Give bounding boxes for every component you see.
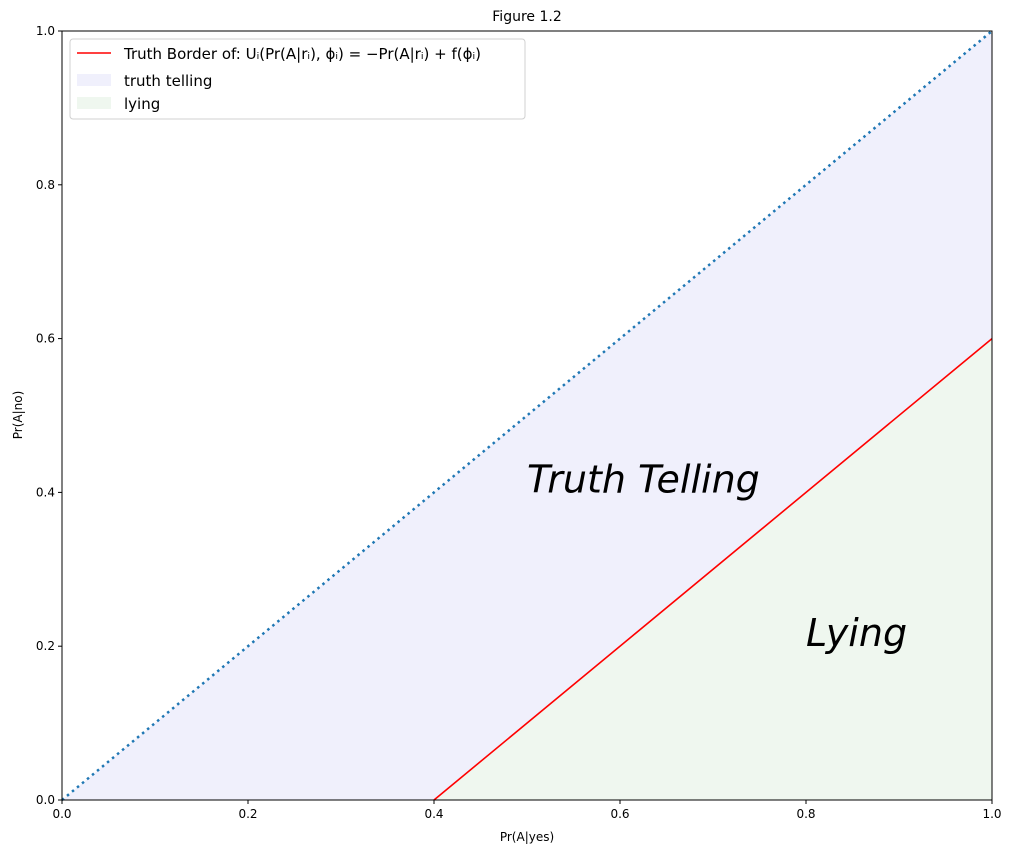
legend-label-truth-border: Truth Border of: Uᵢ(Pr(A|rᵢ), ϕᵢ) = −Pr(…: [123, 45, 481, 63]
y-tick-label: 0.2: [36, 639, 55, 653]
x-axis-label: Pr(A|yes): [500, 830, 554, 844]
chart-title: Figure 1.2: [492, 9, 561, 25]
fill-layer: [62, 31, 992, 800]
y-tick-label: 0.0: [36, 793, 55, 807]
x-tick-label: 0.0: [52, 807, 71, 821]
x-tick-label: 0.4: [424, 807, 443, 821]
line-layer: [61, 30, 993, 801]
tick-layer: 0.0 0.2 0.4 0.6 0.8 1.0 0.0 0.2 0.4 0.6 0.8 1.0: [36, 24, 1002, 821]
x-tick-label: 0.6: [610, 807, 629, 821]
plot-frame: [61, 30, 993, 801]
x-tick-label: 0.2: [238, 807, 257, 821]
legend: Truth Border of: Uᵢ(Pr(A|rᵢ), ϕᵢ) = −Pr(…: [69, 38, 526, 120]
annotation-truth-telling: Truth Telling: [527, 457, 760, 501]
annotation-lying: Lying: [806, 611, 907, 655]
legend-label-truth-telling: truth telling: [124, 72, 212, 90]
legend-label-lying: lying: [124, 95, 160, 113]
annotation-layer: Truth Telling Lying: [527, 457, 907, 655]
x-tick-label: 1.0: [982, 807, 1001, 821]
x-tick-label: 0.8: [796, 807, 815, 821]
legend-frame: [69, 38, 526, 120]
y-tick-label: 1.0: [36, 24, 55, 38]
legend-swatch-lying: [77, 97, 111, 109]
y-axis-label: Pr(A|no): [11, 391, 25, 440]
y-tick-label: 0.6: [36, 332, 55, 346]
y-tick-label: 0.8: [36, 178, 55, 192]
truth-border-line: [433, 337, 993, 801]
y-tick-label: 0.4: [36, 485, 55, 499]
legend-swatch-truth-telling: [77, 74, 111, 86]
